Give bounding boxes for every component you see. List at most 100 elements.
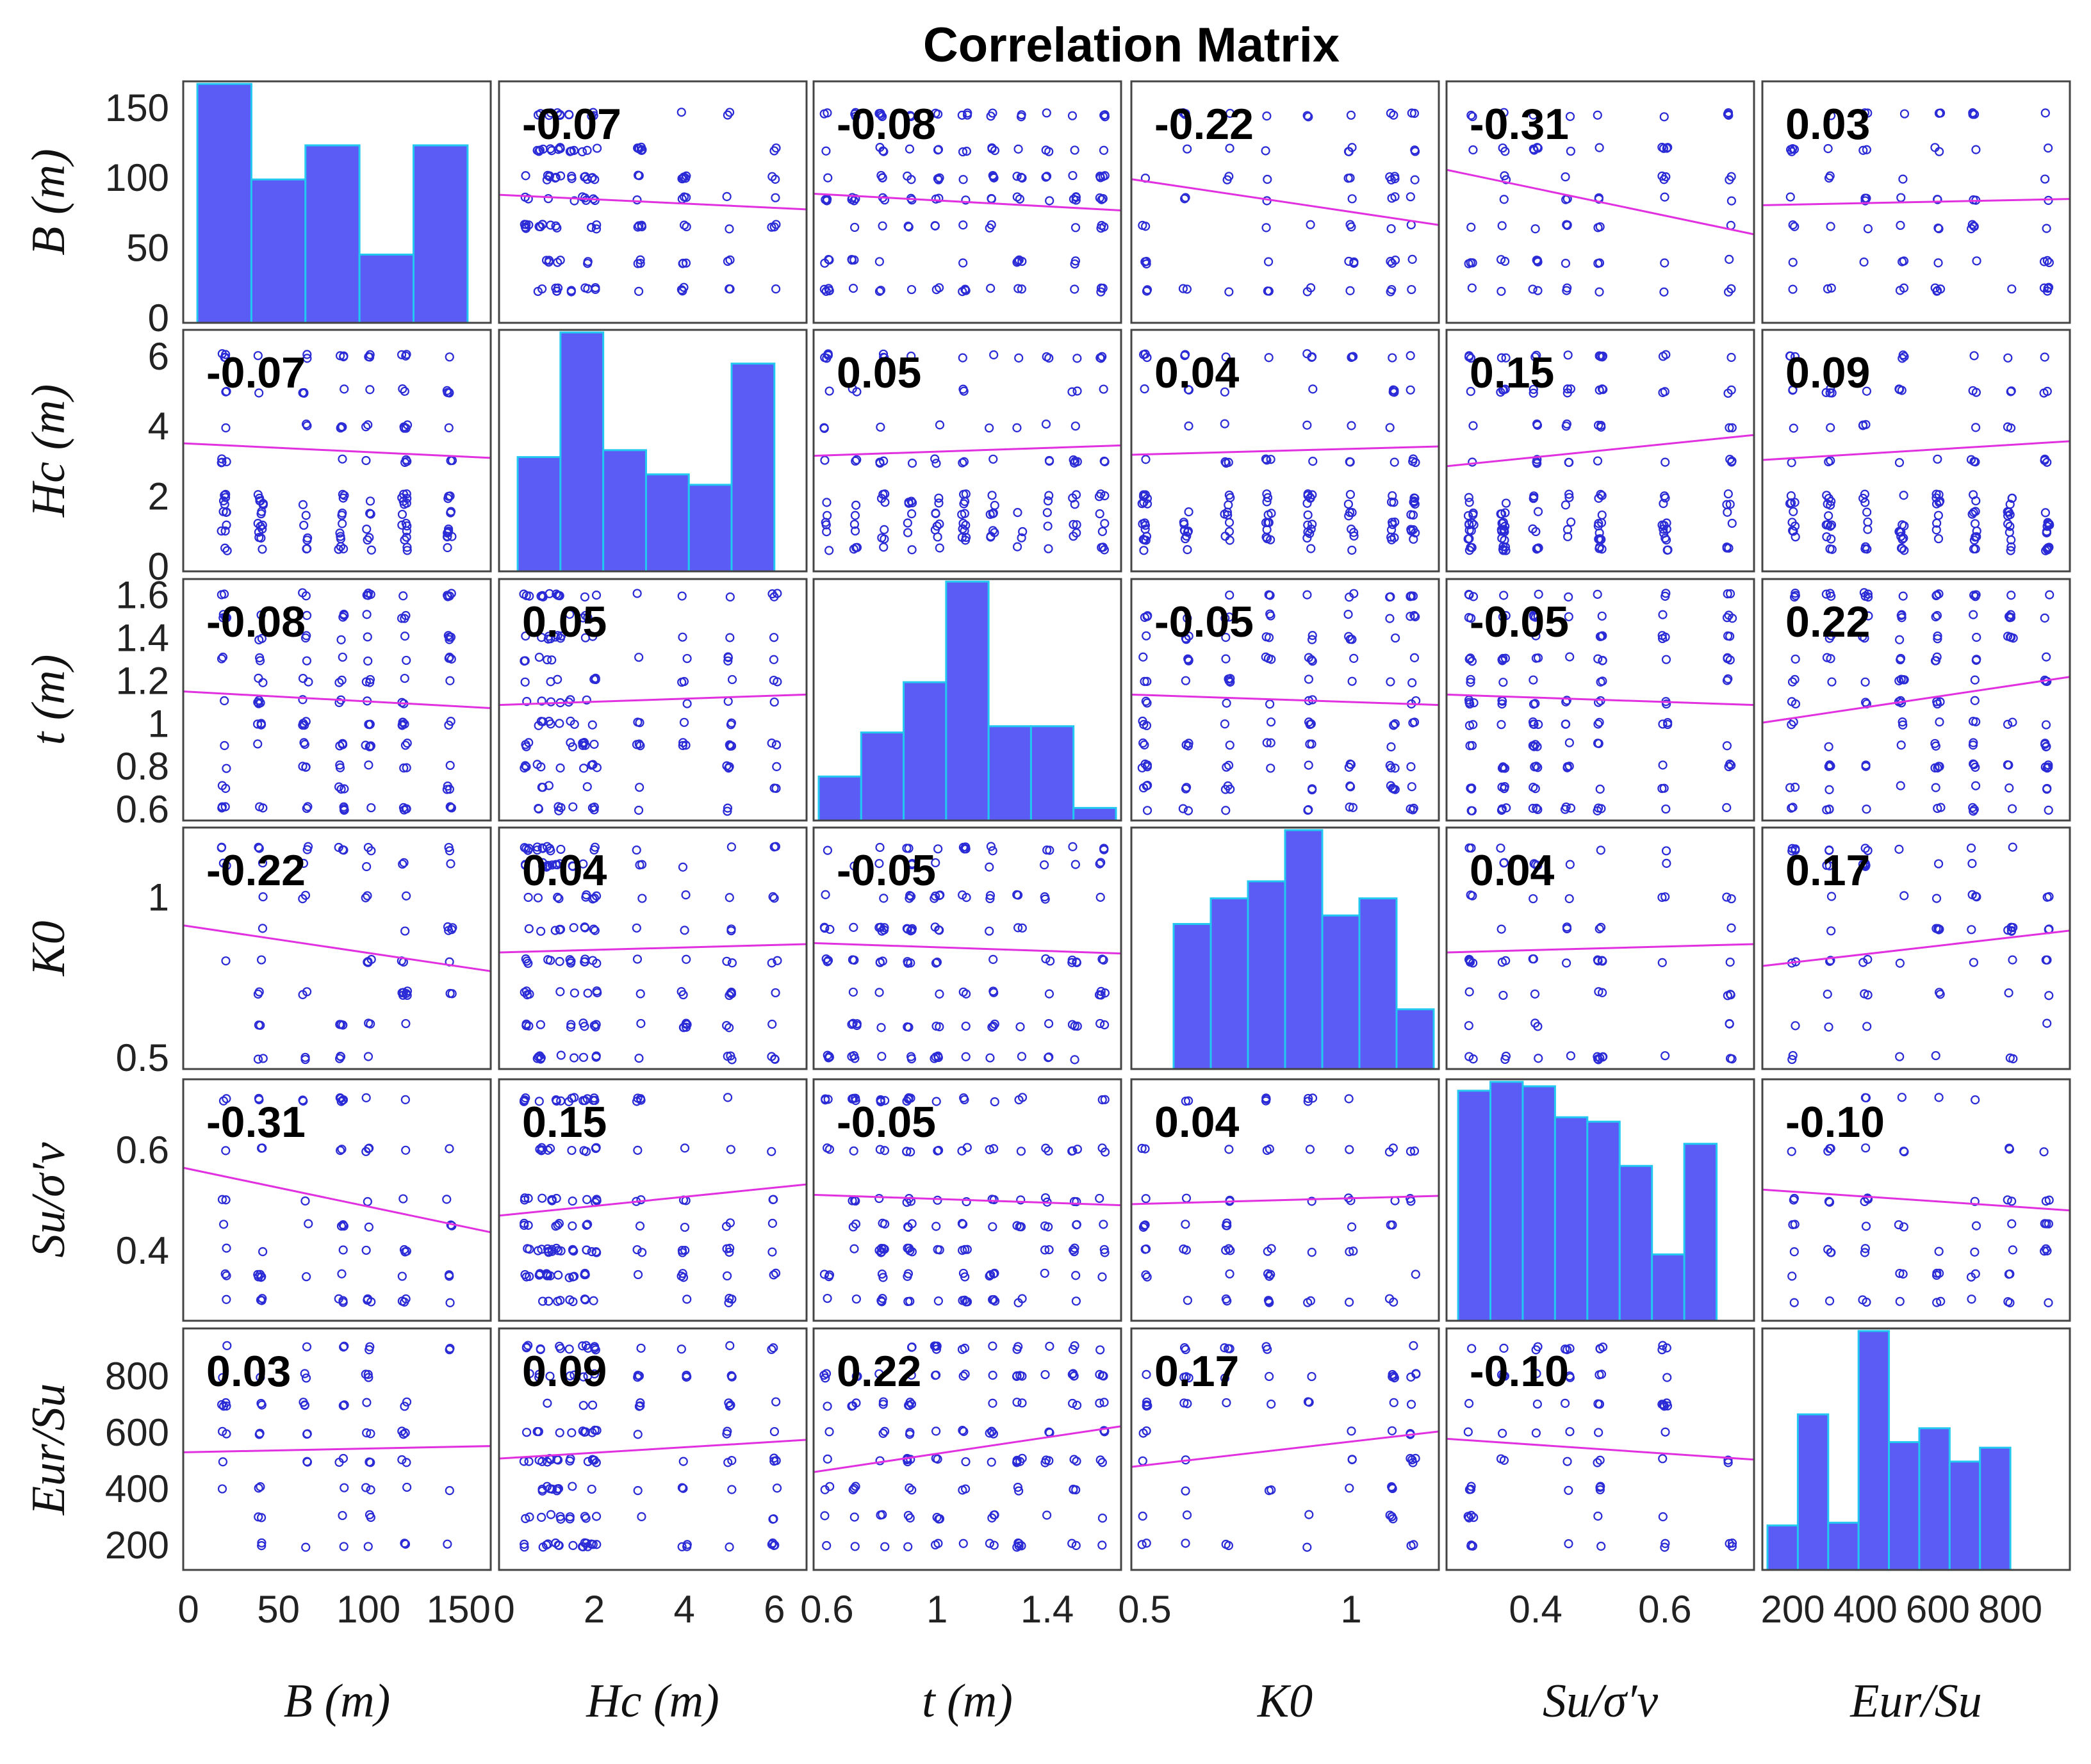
scatter-point <box>1468 145 1478 155</box>
scatter-point <box>1564 894 1574 904</box>
scatter-point <box>637 222 646 232</box>
scatter-point <box>1657 892 1667 902</box>
x-tick-label: 50 <box>257 1588 300 1631</box>
scatter-point <box>302 610 312 620</box>
scatter-point <box>1408 457 1418 466</box>
scatter-point <box>988 1144 999 1154</box>
x-tick-label: 100 <box>336 1588 400 1631</box>
scatter-point <box>678 1457 688 1466</box>
scatter-point <box>1464 351 1474 361</box>
scatter-point <box>771 988 780 998</box>
scatter-point <box>1822 653 1832 662</box>
scatter-point <box>1967 890 1977 899</box>
scatter-point <box>555 956 564 967</box>
scatter-point <box>221 350 231 359</box>
fit-line <box>813 1193 1122 1207</box>
scatter-point <box>1971 1095 1980 1105</box>
scatter-point <box>958 1220 968 1229</box>
scatter-point <box>1181 740 1191 749</box>
scatter-point <box>989 1195 999 1205</box>
scatter-point <box>1595 1483 1605 1492</box>
scatter-point <box>875 1145 885 1154</box>
scatter-point <box>1261 146 1270 156</box>
scatter-point <box>555 111 565 120</box>
scatter-point <box>1100 110 1110 120</box>
fit-line <box>1762 929 2070 967</box>
scatter-point <box>399 858 409 867</box>
scatter-point <box>578 1052 589 1062</box>
histogram-bar <box>860 731 905 822</box>
scatter-point <box>1971 145 1981 154</box>
scatter-point <box>1899 491 1908 500</box>
scatter-point <box>580 1270 589 1280</box>
fit-line <box>1762 440 2070 461</box>
scatter-point <box>1594 194 1603 204</box>
scatter-point <box>338 1220 348 1230</box>
scatter-point <box>1017 1541 1026 1551</box>
panel-frame <box>182 578 492 822</box>
scatter-point <box>258 520 267 530</box>
scatter-point <box>565 1371 575 1381</box>
scatter-point <box>1791 1021 1800 1031</box>
scatter-point <box>1142 532 1152 541</box>
scatter-point <box>1303 527 1313 537</box>
scatter-point <box>1044 1052 1053 1063</box>
scatter-point <box>1898 591 1908 601</box>
scatter-point <box>679 717 689 727</box>
panel-frame <box>1761 80 2071 324</box>
scatter-point <box>361 677 371 687</box>
scatter-point <box>1860 698 1871 707</box>
scatter-point <box>1261 1096 1271 1106</box>
scatter-point <box>364 1222 373 1232</box>
scatter-point <box>958 353 967 363</box>
scatter-point <box>1183 144 1192 154</box>
scatter-point <box>555 763 565 773</box>
panel-Su-vs-B: -0.31 <box>182 1078 492 1322</box>
scatter-point <box>568 1297 578 1307</box>
scatter-point <box>1660 192 1669 202</box>
scatter-point <box>582 695 591 705</box>
scatter-point <box>447 532 457 541</box>
scatter-point <box>819 1270 830 1279</box>
scatter-point <box>544 716 554 726</box>
scatter-point <box>769 633 779 642</box>
scatter-point <box>222 546 232 555</box>
scatter-point <box>218 1373 227 1382</box>
scatter-point <box>878 1428 888 1438</box>
scatter-point <box>821 1373 830 1383</box>
scatter-point <box>401 1018 411 1029</box>
scatter-point <box>1726 284 1736 293</box>
scatter-point <box>1824 785 1834 794</box>
scatter-point <box>591 1143 601 1152</box>
axis-labels: B (m)B (m)Hc (m)Hc (m)t (m)t (m)K0K0Su/σ… <box>22 149 1982 1727</box>
histogram-bar <box>1489 1081 1524 1322</box>
scatter-point <box>725 592 735 602</box>
scatter-point <box>767 739 776 748</box>
scatter-point <box>2042 783 2052 794</box>
scatter-point <box>1935 147 1944 156</box>
scatter-point <box>298 500 308 509</box>
scatter-point <box>723 806 732 816</box>
scatter-point <box>960 1369 970 1379</box>
scatter-point <box>1012 257 1022 267</box>
scatter-point <box>1533 804 1543 815</box>
scatter-point <box>676 1344 686 1354</box>
scatter-point <box>566 738 575 747</box>
scatter-point <box>299 858 309 868</box>
scatter-point <box>823 108 832 118</box>
scatter-point <box>532 760 542 769</box>
scatter-point <box>1566 1051 1576 1061</box>
scatter-point <box>1791 699 1801 709</box>
scatter-point <box>1898 717 1907 727</box>
scatter-point <box>1530 989 1540 999</box>
scatter-point <box>1389 110 1398 120</box>
scatter-point <box>521 224 531 233</box>
scatter-point <box>537 1512 546 1522</box>
scatter-point <box>1070 500 1079 509</box>
scatter-point <box>2040 454 2050 464</box>
scatter-point <box>902 1147 912 1156</box>
scatter-point <box>2044 760 2053 770</box>
panel-frame <box>1761 578 2071 822</box>
scatter-point <box>1304 674 1314 684</box>
scatter-point <box>725 990 734 1000</box>
